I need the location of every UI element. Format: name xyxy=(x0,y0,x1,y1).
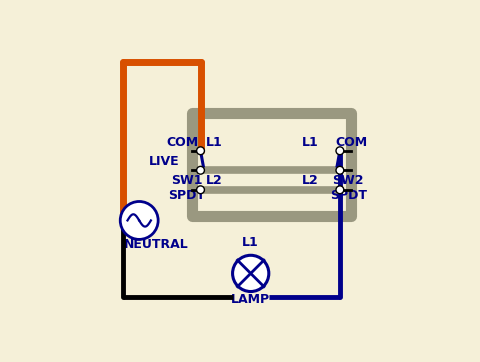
Bar xyxy=(192,113,350,216)
Circle shape xyxy=(336,167,343,174)
Text: COM: COM xyxy=(334,136,366,149)
Circle shape xyxy=(120,202,158,239)
Text: L2: L2 xyxy=(301,174,318,187)
Text: SW1: SW1 xyxy=(170,173,202,186)
Text: COM: COM xyxy=(166,136,198,149)
Text: SPDT: SPDT xyxy=(168,189,204,202)
Circle shape xyxy=(336,147,343,155)
Text: L2: L2 xyxy=(205,174,222,187)
Circle shape xyxy=(232,255,268,291)
Text: NEUTRAL: NEUTRAL xyxy=(123,237,188,251)
Circle shape xyxy=(196,147,204,155)
Text: L1: L1 xyxy=(205,136,222,149)
Text: LIVE: LIVE xyxy=(149,155,179,168)
Text: LAMP: LAMP xyxy=(231,293,270,306)
Text: SPDT: SPDT xyxy=(329,189,366,202)
Circle shape xyxy=(196,186,204,194)
Text: L1: L1 xyxy=(301,136,318,149)
Circle shape xyxy=(196,167,204,174)
Circle shape xyxy=(336,186,343,194)
Text: SW2: SW2 xyxy=(332,173,363,186)
Text: L1: L1 xyxy=(242,236,259,249)
